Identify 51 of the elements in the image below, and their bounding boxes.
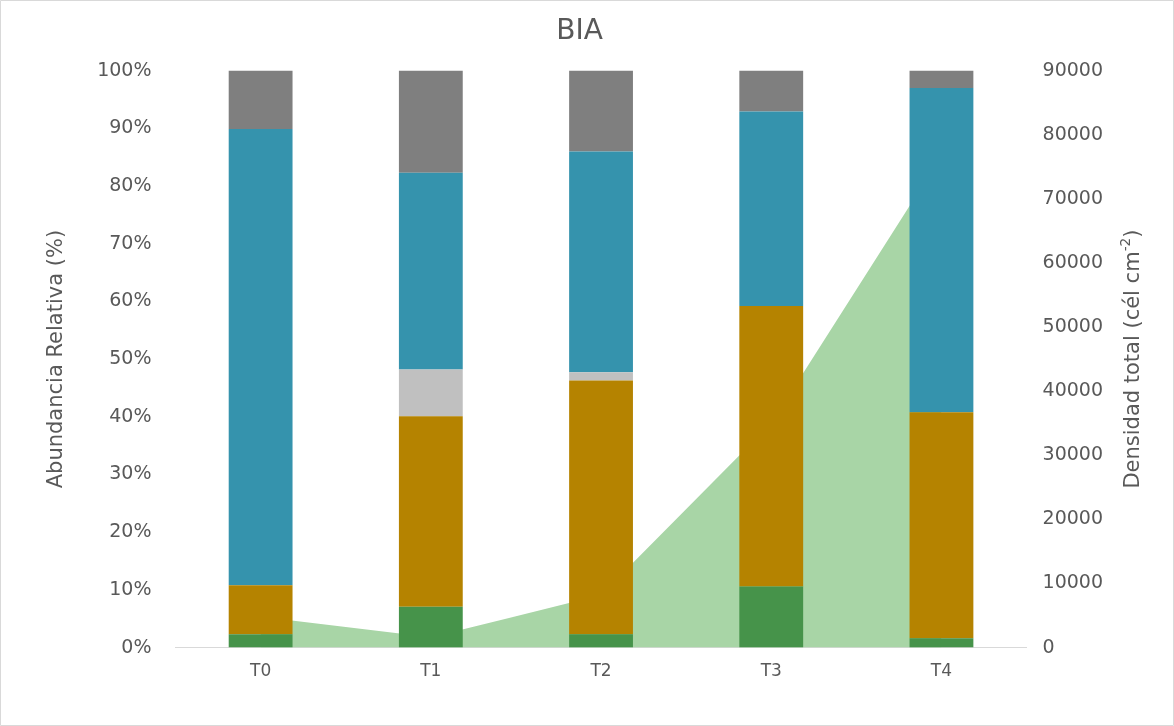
y2-tick-label: 10000	[1042, 570, 1104, 593]
y-tick-label: 90%	[109, 115, 152, 138]
bar	[569, 372, 633, 381]
bar	[739, 306, 804, 587]
y2-tick-label: 60000	[1042, 249, 1104, 272]
bar	[739, 70, 804, 112]
y-tick-label: 30%	[109, 461, 152, 484]
bar	[398, 606, 463, 648]
bar	[228, 70, 293, 129]
bar	[909, 638, 974, 648]
y2-tick-label: 40000	[1042, 378, 1104, 401]
y-tick-label: 50%	[109, 346, 152, 369]
bar	[228, 128, 293, 586]
bar	[909, 70, 974, 88]
bar	[909, 412, 974, 639]
bar	[909, 87, 974, 413]
bar	[398, 369, 463, 417]
y-tick-label: 80%	[109, 172, 152, 195]
y-tick-label: 100%	[97, 57, 152, 80]
bar	[739, 111, 804, 307]
bar	[569, 634, 633, 648]
x-tick-label: T4	[929, 660, 953, 681]
bar	[228, 634, 293, 648]
bar	[228, 585, 293, 635]
bar	[398, 70, 463, 173]
y2-tick-label: 0	[1042, 634, 1055, 657]
y-tick-label: 10%	[109, 576, 152, 599]
y2-tick-label: 50000	[1042, 313, 1104, 336]
x-tick-label: T0	[249, 660, 272, 681]
y2-tick-label: 70000	[1042, 185, 1104, 208]
x-tick-label: T1	[419, 660, 442, 681]
bar	[569, 380, 633, 635]
bar	[398, 416, 463, 607]
bar	[569, 70, 633, 152]
x-tick-label: T2	[589, 660, 612, 681]
y2-tick-label: 90000	[1042, 57, 1104, 80]
y-tick-label: 70%	[109, 230, 152, 253]
y-tick-label: 40%	[109, 403, 152, 426]
bar	[398, 172, 463, 370]
y-tick-label: 60%	[109, 288, 152, 311]
y2-tick-label: 80000	[1042, 121, 1104, 144]
x-tick-label: T3	[759, 660, 782, 681]
y2-tick-label: 30000	[1042, 442, 1104, 465]
chart-title: BIA	[556, 13, 603, 47]
y-axis-title: Abundancia Relativa (%)	[43, 229, 68, 489]
bar	[739, 586, 804, 648]
y2-axis-title: Densidad total (cél cm-2)	[1117, 229, 1145, 489]
y-tick-label: 20%	[109, 519, 152, 542]
bar	[569, 151, 633, 373]
y-tick-label: 0%	[121, 634, 152, 657]
y2-tick-label: 20000	[1042, 506, 1104, 529]
